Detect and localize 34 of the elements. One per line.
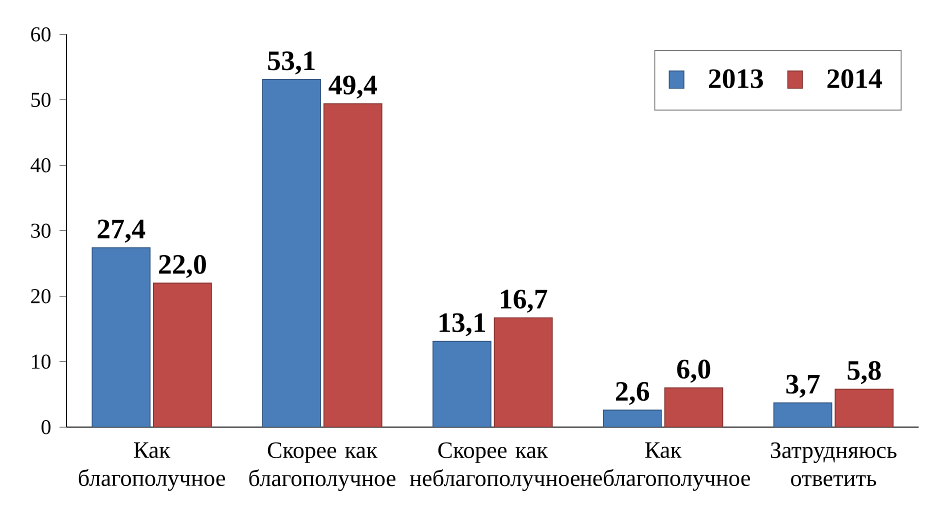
bar bbox=[432, 340, 492, 428]
y-tick-label: 40 bbox=[30, 158, 50, 172]
bar bbox=[262, 79, 321, 428]
bar bbox=[664, 387, 724, 428]
x-tick-label: Затрудняюсь ответить bbox=[770, 442, 896, 486]
bar bbox=[773, 402, 832, 428]
legend-label: 2013 bbox=[708, 69, 763, 88]
x-tick-label: Как неблагополучное bbox=[580, 442, 750, 491]
data-label: 49,4 bbox=[328, 76, 377, 99]
data-label: 5,8 bbox=[848, 360, 881, 384]
x-tick-label: Как благополучное bbox=[78, 442, 225, 491]
y-tick-label: 20 bbox=[31, 289, 50, 304]
data-label: 22,0 bbox=[159, 254, 206, 278]
data-label: 2,6 bbox=[616, 382, 650, 405]
data-label: 3,7 bbox=[786, 374, 820, 398]
x-tick-label: Скорее как благополучное bbox=[249, 442, 396, 492]
y-tick-label: 30 bbox=[31, 224, 50, 238]
data-label: 53,1 bbox=[268, 51, 315, 74]
data-label: 16,7 bbox=[500, 290, 548, 313]
y-tick-label: 10 bbox=[32, 354, 50, 369]
data-label: 13,1 bbox=[440, 313, 486, 336]
bar bbox=[602, 410, 662, 428]
y-tick-label: 60 bbox=[31, 27, 50, 42]
x-tick-label: Скорее как неблагополучное bbox=[410, 442, 580, 492]
y-tick-label: 50 bbox=[31, 92, 50, 107]
legend-label: 2014 bbox=[827, 69, 882, 88]
bar bbox=[92, 247, 151, 428]
bar bbox=[494, 317, 553, 428]
data-label: 27,4 bbox=[98, 220, 146, 243]
bar bbox=[834, 388, 894, 428]
bar bbox=[323, 103, 382, 428]
data-label: 6,0 bbox=[677, 360, 710, 383]
bar bbox=[153, 282, 212, 428]
y-tick-label: 0 bbox=[42, 420, 50, 434]
